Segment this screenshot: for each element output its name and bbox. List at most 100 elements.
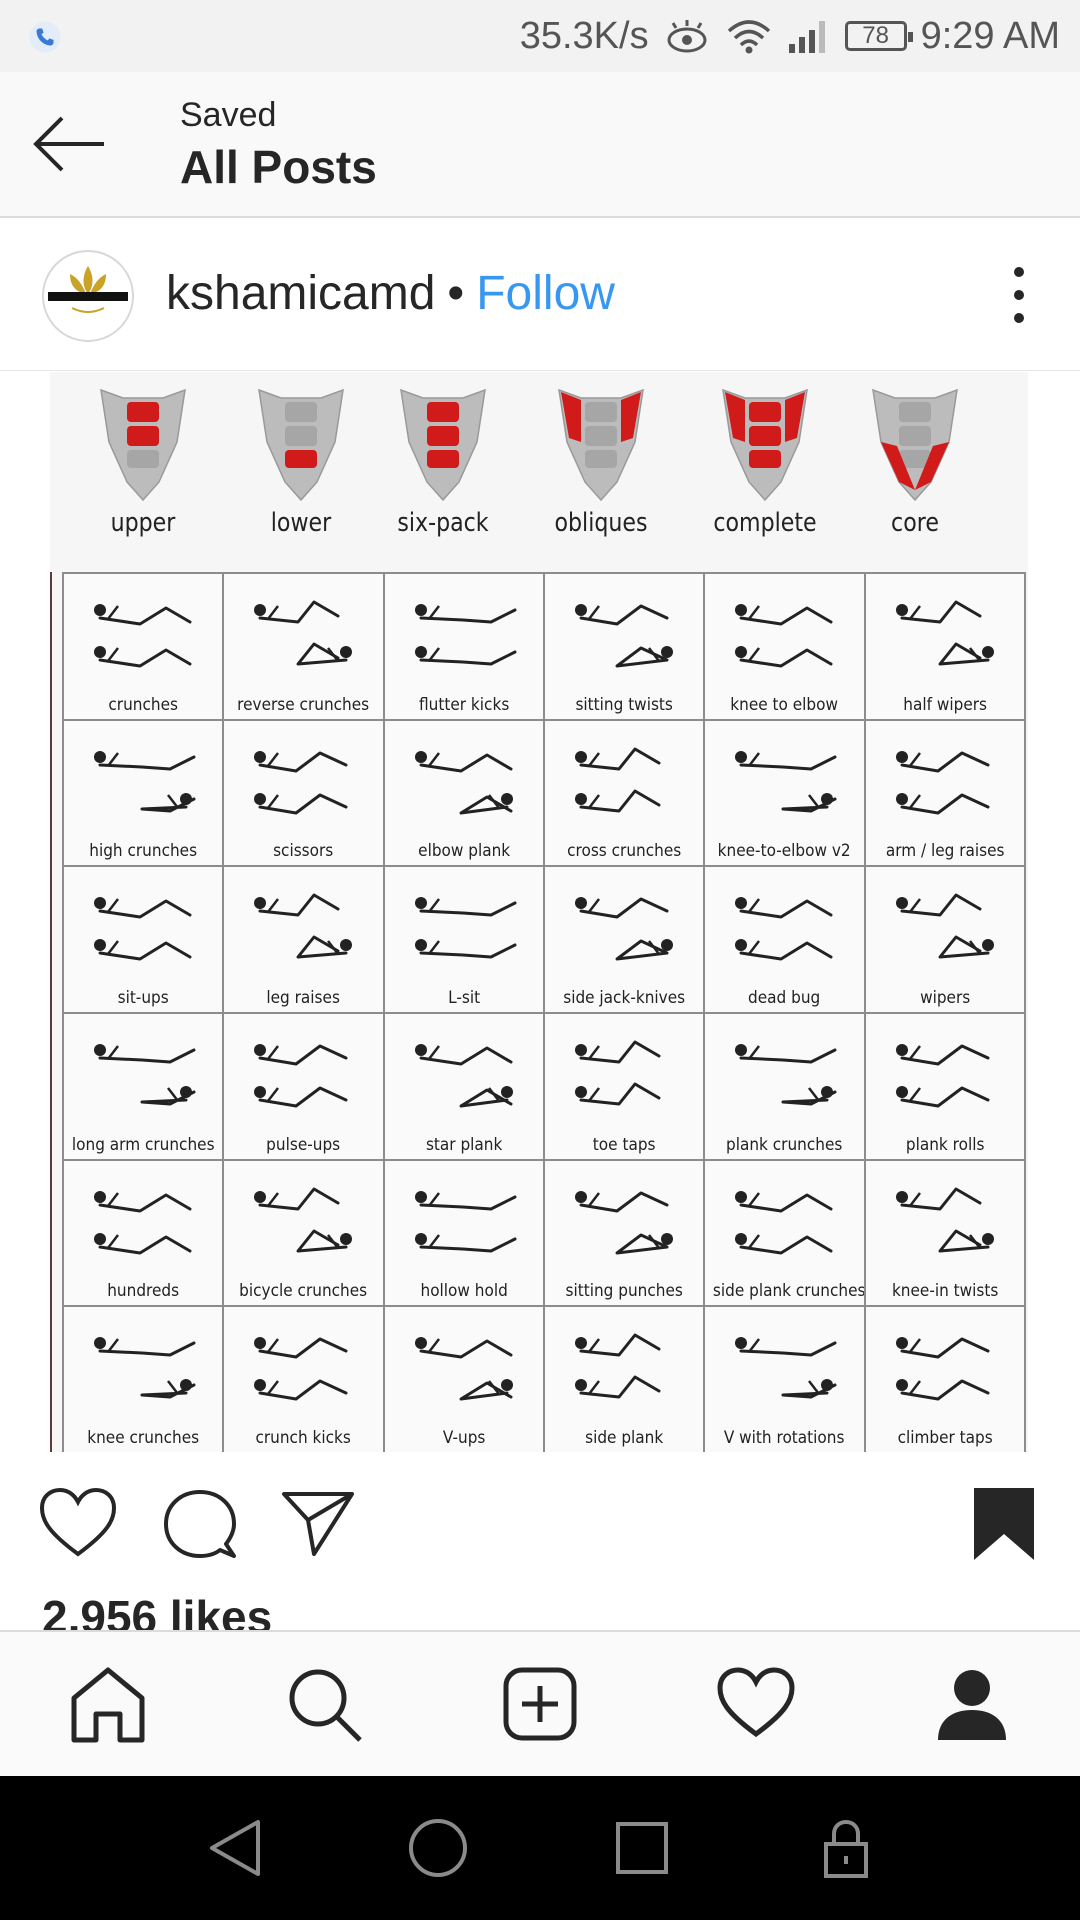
exercise-cell: flutter kicks [384,574,543,719]
exercise-cell: pulse-ups [224,1014,383,1159]
exercise-cell: dead bug [705,867,864,1012]
exercise-cell: plank crunches [705,1014,864,1159]
bottom-navigation [0,1630,1080,1778]
exercise-figure-icon [254,1337,348,1401]
more-vertical-icon[interactable] [1004,264,1034,326]
exercise-cell: sitting punches [544,1160,704,1306]
exercise-grid: crunches reverse crunches flutter kicks sit… [62,572,1026,1452]
home-icon[interactable] [68,1664,148,1744]
exercise-label: knee to elbow [730,694,839,715]
exercise-label: wipers [919,988,970,1008]
exercise-label: dead bug [748,988,821,1008]
activity-heart-icon[interactable] [716,1664,796,1744]
saved-header: Saved All Posts [0,72,1080,218]
search-icon[interactable] [284,1664,364,1744]
exercise-figure-icon [94,750,196,813]
exercise-label: scissors [273,841,334,862]
send-icon[interactable] [278,1484,358,1564]
exercise-cell: side plank crunches [705,1160,864,1306]
post-username[interactable]: kshamicamd [166,267,436,320]
avatar[interactable] [42,250,134,342]
ab-region-label: six-pack [397,508,489,538]
exercise-label: plank rolls [905,1134,985,1155]
follow-button[interactable]: Follow [476,267,615,320]
bookmark-filled-icon[interactable] [964,1484,1044,1564]
exercise-label: reverse crunches [237,694,370,715]
exercise-figure-icon [94,1337,196,1399]
back-triangle-icon[interactable] [204,1816,268,1880]
exercise-figure-icon [735,897,833,961]
ab-region-core: core [840,382,990,538]
post-image[interactable]: upper lower six-pack obliques complete core c… [50,372,1028,1452]
add-post-icon[interactable] [500,1664,580,1744]
exercise-figure-icon [254,750,348,815]
exercise-label: knee-to-elbow v2 [717,841,851,862]
status-bar: 35.3K/s 78 9:29 AM [0,0,1080,72]
exercise-cell: half wipers [865,574,1024,719]
exercise-figure-icon [414,604,517,666]
exercise-label: crunches [108,694,178,715]
exercise-label: V-ups [442,1428,486,1448]
exercise-label: high crunches [89,841,198,862]
exercise-cell: toe taps [544,1014,704,1159]
exercise-figure-icon [735,750,837,813]
exercise-figure-icon [414,1044,513,1108]
exercise-cell: plank rolls [865,1014,1024,1159]
exercise-label: half wipers [902,694,987,715]
ab-region-lower: lower [226,382,376,538]
exercise-label: bicycle crunches [239,1281,368,1302]
exercise-label: side jack-knives [563,988,686,1008]
image-edge [50,572,52,1452]
torso-icon [722,388,808,502]
network-speed: 35.3K/s [519,14,649,57]
clock: 9:29 AM [920,14,1060,57]
exercise-label: side plank [585,1428,664,1448]
ab-region-sixpack: six-pack [368,382,518,538]
torso-icon [558,388,644,502]
exercise-cell: wipers [865,867,1024,1012]
exercise-label: long arm crunches [71,1134,215,1155]
exercise-figure-icon [414,897,517,959]
exercise-figure-icon [94,1190,192,1255]
post-header: kshamicamd • Follow [0,218,1080,371]
exercise-cell: sitting twists [544,574,704,719]
exercise-figure-icon [94,604,192,668]
exercise-figure-icon [94,1044,196,1106]
exercise-figure-icon [414,750,513,815]
exercise-cell: L-sit [384,867,543,1012]
exercise-label: hundreds [107,1281,180,1302]
heart-icon[interactable] [38,1484,118,1564]
exercise-figure-icon [575,1333,661,1399]
exercise-cell: knee crunches [64,1307,223,1452]
exercise-label: elbow plank [417,841,510,862]
wifi-icon [727,20,770,54]
exercise-cell: crunch kicks [224,1307,383,1452]
torso-icon [100,388,186,502]
exercise-cell: leg raises [224,867,383,1012]
exercise-label: knee-in twists [891,1281,999,1302]
exercise-figure-icon [575,604,674,668]
exercise-label: side plank crunches [713,1281,864,1302]
ab-region-label: lower [270,508,332,538]
exercise-cell: side plank [544,1307,704,1452]
home-circle-icon[interactable] [406,1816,470,1880]
arrow-left-icon[interactable] [30,108,110,180]
exercise-figure-icon [94,897,192,961]
exercise-figure-icon [895,1187,994,1253]
comment-icon[interactable] [160,1484,240,1564]
exercise-figure-icon [895,1337,990,1401]
profile-icon[interactable] [932,1664,1012,1744]
battery-indicator: 78 [844,21,913,51]
exercise-label: flutter kicks [418,694,509,715]
exercise-figure-icon [895,893,994,959]
exercise-label: arm / leg raises [885,841,1005,862]
lock-icon[interactable] [814,1816,878,1880]
torso-icon [872,388,958,502]
exercise-figure-icon [414,1337,513,1401]
exercise-cell: star plank [384,1014,543,1159]
exercise-label: L-sit [447,988,480,1008]
recents-square-icon[interactable] [610,1816,674,1880]
ab-region-label: core [891,508,939,538]
exercise-cell: bicycle crunches [224,1160,383,1306]
exercise-label: sitting twists [575,694,673,715]
